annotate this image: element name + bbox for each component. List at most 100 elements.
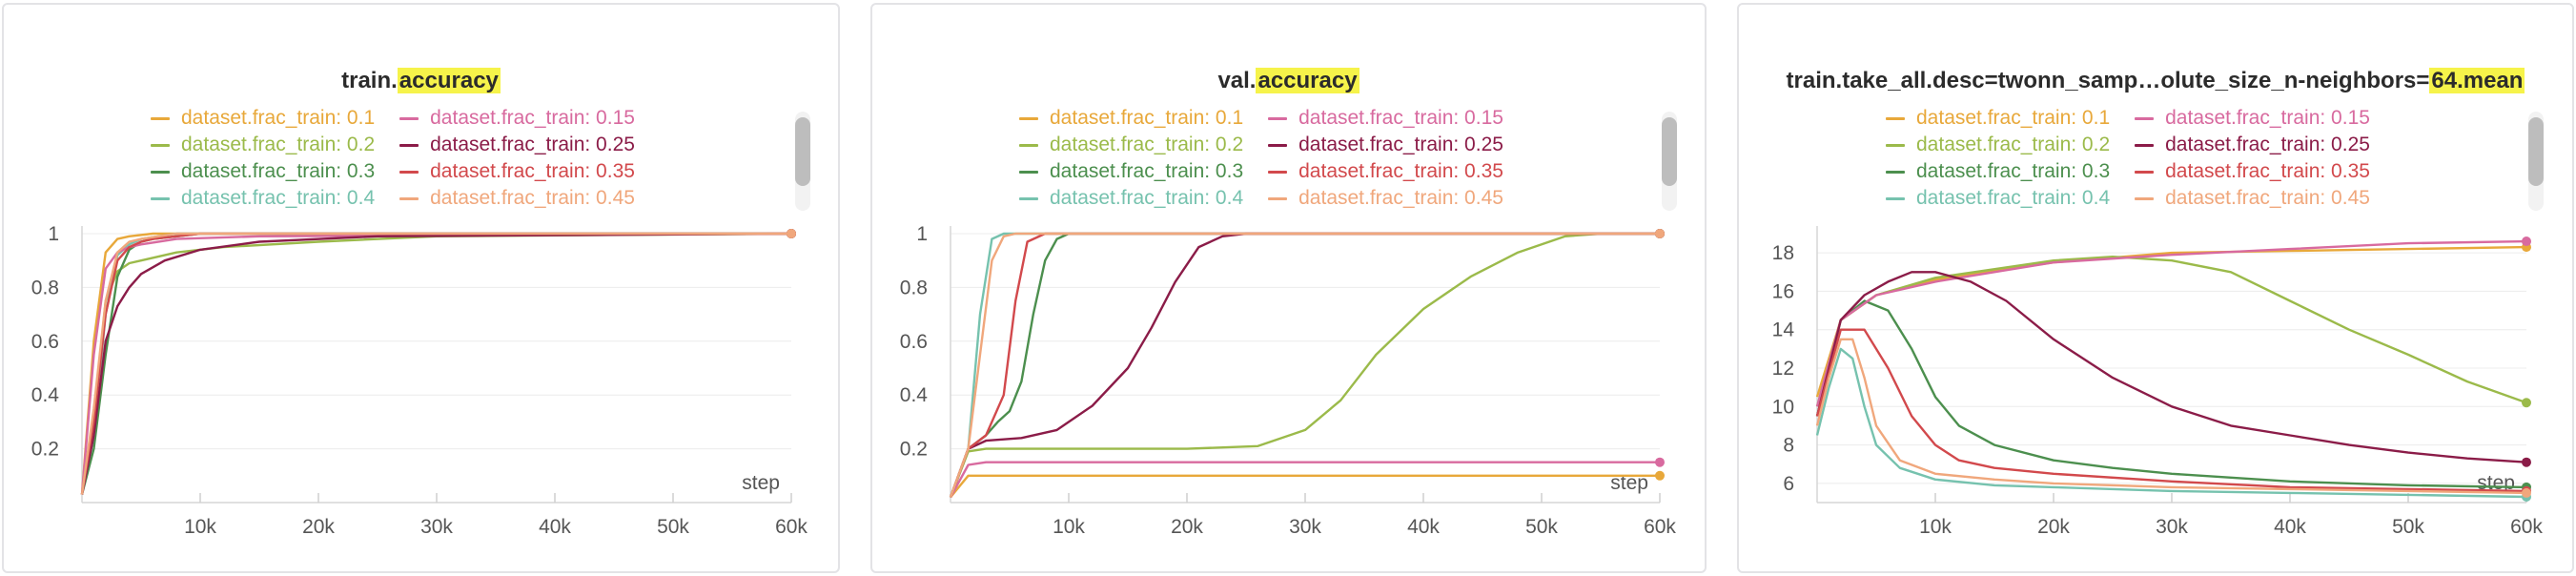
y-tick-label: 0.2 [900, 439, 928, 461]
legend-item[interactable]: dataset.frac_train: 0.3 [151, 161, 375, 182]
series-line [949, 232, 1660, 498]
x-tick-label: 50k [657, 516, 689, 538]
series-line [1815, 338, 2527, 495]
legend-item[interactable]: dataset.frac_train: 0.35 [399, 161, 635, 182]
legend-swatch [1019, 143, 1038, 147]
chart-panel-take-all-mean: train.take_all.desc=twonn_samp…olute_siz… [1737, 3, 2574, 573]
legend-label: dataset.frac_train: 0.35 [1298, 160, 1503, 182]
series-end-point [1655, 229, 1665, 238]
chart-title: train.take_all.desc=twonn_samp…olute_siz… [1739, 68, 2572, 94]
legend-item[interactable]: dataset.frac_train: 0.2 [1886, 134, 2110, 155]
series-line [950, 474, 1660, 499]
x-tick-label: 30k [2156, 516, 2188, 538]
chart-plot-area: 6 8 10 12 14 16 18 10k 20k 30k 40k 50k 60k step [1772, 226, 2543, 538]
legend-item[interactable]: dataset.frac_train: 0.4 [1886, 188, 2110, 209]
legend-item[interactable]: dataset.frac_train: 0.4 [151, 188, 375, 209]
legend-swatch [151, 143, 170, 147]
legend-item[interactable]: dataset.frac_train: 0.15 [2135, 108, 2370, 129]
series-line [1815, 271, 2527, 463]
legend-item[interactable]: dataset.frac_train: 0.35 [2135, 161, 2370, 182]
legend-item[interactable]: dataset.frac_train: 0.45 [1268, 188, 1503, 209]
legend-swatch [399, 170, 419, 174]
legend-swatch [151, 170, 170, 174]
x-tick-label: 50k [2392, 516, 2424, 538]
series-line [949, 232, 1660, 498]
x-tick-label: 30k [1289, 516, 1321, 538]
chart-plot-area: 0.2 0.4 0.6 0.8 1 10k 20k 30k 40k 50k 60k step [31, 223, 808, 538]
x-tick-label: 40k [1407, 516, 1440, 538]
legend-label: dataset.frac_train: 0.15 [430, 107, 635, 129]
series-line [1815, 256, 2527, 407]
legend-item[interactable]: dataset.frac_train: 0.25 [399, 134, 635, 155]
legend-label: dataset.frac_train: 0.4 [1916, 187, 2111, 209]
legend-label: dataset.frac_train: 0.3 [1916, 160, 2111, 182]
x-tick-label: 60k [775, 516, 808, 538]
series-line [80, 232, 791, 495]
chart-title-highlight: 64.mean [2429, 68, 2525, 93]
legend-scrollbar-thumb[interactable] [2528, 117, 2544, 186]
y-tick-label: 16 [1772, 280, 1794, 302]
y-tick-label: 0.4 [31, 384, 60, 406]
legend-swatch [1886, 116, 1905, 120]
legend-label: dataset.frac_train: 0.3 [181, 160, 376, 182]
legend-scrollbar-thumb[interactable] [1662, 117, 1677, 186]
series-line [949, 232, 1660, 498]
legend-swatch [1886, 170, 1905, 174]
series-line [949, 232, 1660, 498]
legend-item[interactable]: dataset.frac_train: 0.4 [1019, 188, 1243, 209]
y-tick-label: 12 [1772, 358, 1794, 380]
series-line [1815, 239, 2527, 407]
legend-item[interactable]: dataset.frac_train: 0.45 [399, 188, 635, 209]
series-line [80, 232, 792, 495]
legend-swatch [1268, 116, 1288, 120]
legend-item[interactable]: dataset.frac_train: 0.3 [1886, 161, 2110, 182]
x-tick-label: 10k [1919, 516, 1952, 538]
chart-panel-val-accuracy: val.accuracy dataset.frac_train: 0.1 data… [870, 3, 1707, 573]
series-end-point [2522, 457, 2531, 467]
legend-item[interactable]: dataset.frac_train: 0.15 [399, 108, 635, 129]
chart-title-highlight: accuracy [397, 68, 501, 93]
legend-swatch [2135, 196, 2155, 200]
series-end-point [787, 229, 796, 238]
legend-swatch [1019, 170, 1038, 174]
legend-label: dataset.frac_train: 0.45 [2165, 187, 2370, 209]
legend-label: dataset.frac_train: 0.1 [1916, 107, 2111, 129]
legend-item[interactable]: dataset.frac_train: 0.2 [151, 134, 375, 155]
legend-item[interactable]: dataset.frac_train: 0.3 [1019, 161, 1243, 182]
legend-label: dataset.frac_train: 0.25 [430, 134, 635, 155]
x-tick-label: 60k [1644, 516, 1676, 538]
y-tick-label: 0.6 [900, 331, 928, 353]
legend-swatch [151, 196, 170, 200]
y-tick-label: 0.2 [31, 439, 59, 461]
chart-title-highlight: accuracy [1256, 68, 1360, 93]
legend-label: dataset.frac_train: 0.4 [1050, 187, 1244, 209]
series-end-point [1655, 470, 1665, 481]
legend-item[interactable]: dataset.frac_train: 0.25 [2135, 134, 2370, 155]
legend-scrollbar-thumb[interactable] [795, 117, 810, 186]
legend-scrollbar[interactable] [1662, 112, 1677, 211]
chart-title-prefix: train. [341, 68, 398, 93]
legend-item[interactable]: dataset.frac_train: 0.1 [1886, 108, 2110, 129]
series-end-point [2522, 237, 2531, 247]
legend-label: dataset.frac_train: 0.1 [181, 107, 376, 129]
legend-label: dataset.frac_train: 0.4 [181, 187, 376, 209]
legend-item[interactable]: dataset.frac_train: 0.35 [1268, 161, 1503, 182]
chart-legend: dataset.frac_train: 0.1 dataset.frac_trai… [1886, 108, 2370, 209]
legend-item[interactable]: dataset.frac_train: 0.15 [1268, 108, 1503, 129]
y-tick-label: 18 [1772, 242, 1794, 264]
y-tick-label: 0.8 [900, 277, 928, 298]
legend-item[interactable]: dataset.frac_train: 0.45 [2135, 188, 2370, 209]
y-tick-label: 14 [1772, 319, 1795, 341]
legend-scrollbar[interactable] [2528, 112, 2544, 211]
legend-label: dataset.frac_train: 0.45 [1298, 187, 1503, 209]
chart-panel-train-accuracy: train.accuracy dataset.frac_train: 0.1 da… [2, 3, 840, 573]
legend-scrollbar[interactable] [795, 112, 810, 211]
series-line [949, 461, 1660, 498]
x-tick-label: 10k [184, 516, 216, 538]
legend-item[interactable]: dataset.frac_train: 0.1 [1019, 108, 1243, 129]
legend-item[interactable]: dataset.frac_train: 0.1 [151, 108, 375, 129]
legend-item[interactable]: dataset.frac_train: 0.25 [1268, 134, 1503, 155]
y-tick-label: 8 [1783, 435, 1794, 457]
x-tick-label: 40k [2274, 516, 2306, 538]
legend-item[interactable]: dataset.frac_train: 0.2 [1019, 134, 1243, 155]
